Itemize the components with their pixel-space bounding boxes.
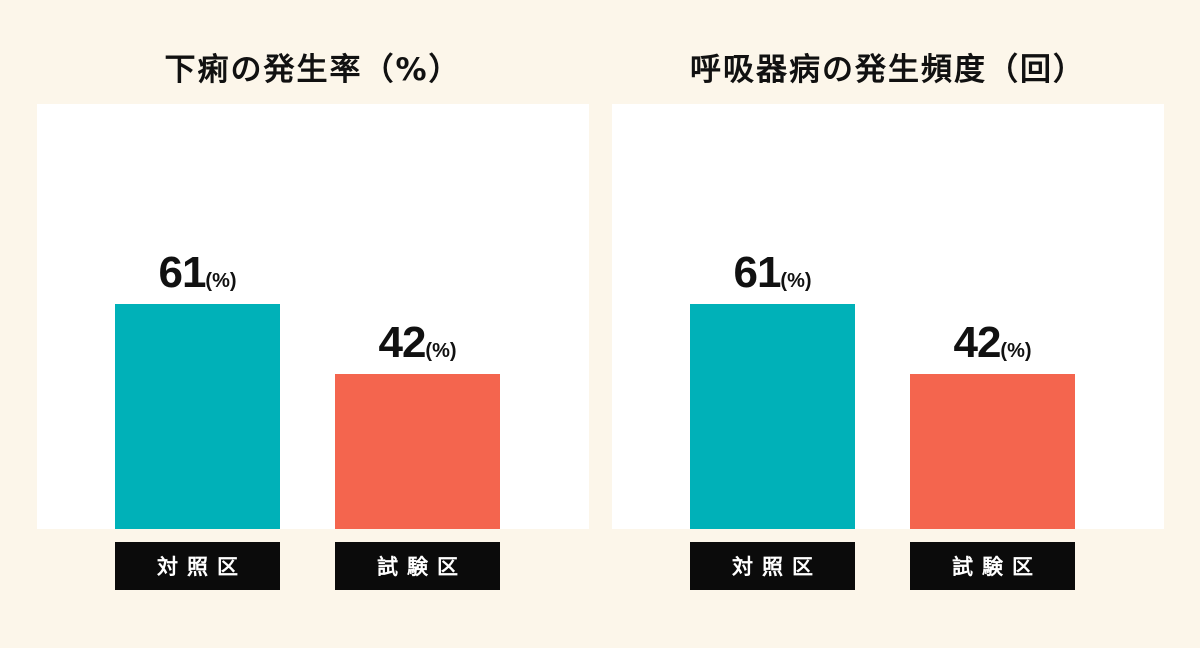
value-unit: (%) [205,270,237,292]
value-number: 61 [158,248,206,297]
chart-title: 下痢の発生率（%） [164,52,462,88]
value-label: 61(%) [98,248,298,298]
value-unit: (%) [780,270,812,292]
bar-control [115,304,280,529]
bar-test [335,374,500,529]
bar-test [910,374,1075,529]
category-label-control: 対照区 [690,542,855,590]
category-label-control: 対照区 [115,542,280,590]
value-number: 61 [733,248,781,297]
chart-title: 呼吸器病の発生頻度（回） [690,52,1086,88]
value-unit: (%) [425,340,457,362]
value-label: 61(%) [673,248,873,298]
value-label: 42(%) [893,318,1093,368]
value-unit: (%) [1000,340,1032,362]
category-label-test: 試験区 [335,542,500,590]
value-label: 42(%) [318,318,518,368]
respiratory-chart: 呼吸器病の発生頻度（回） 対照区 試験区 61(%) 42(%) [612,0,1164,648]
value-number: 42 [953,318,1001,367]
category-label-test: 試験区 [910,542,1075,590]
bar-control [690,304,855,529]
diarrhea-chart: 下痢の発生率（%） 対照区 試験区 61(%) 42(%) [37,0,589,648]
value-number: 42 [378,318,426,367]
